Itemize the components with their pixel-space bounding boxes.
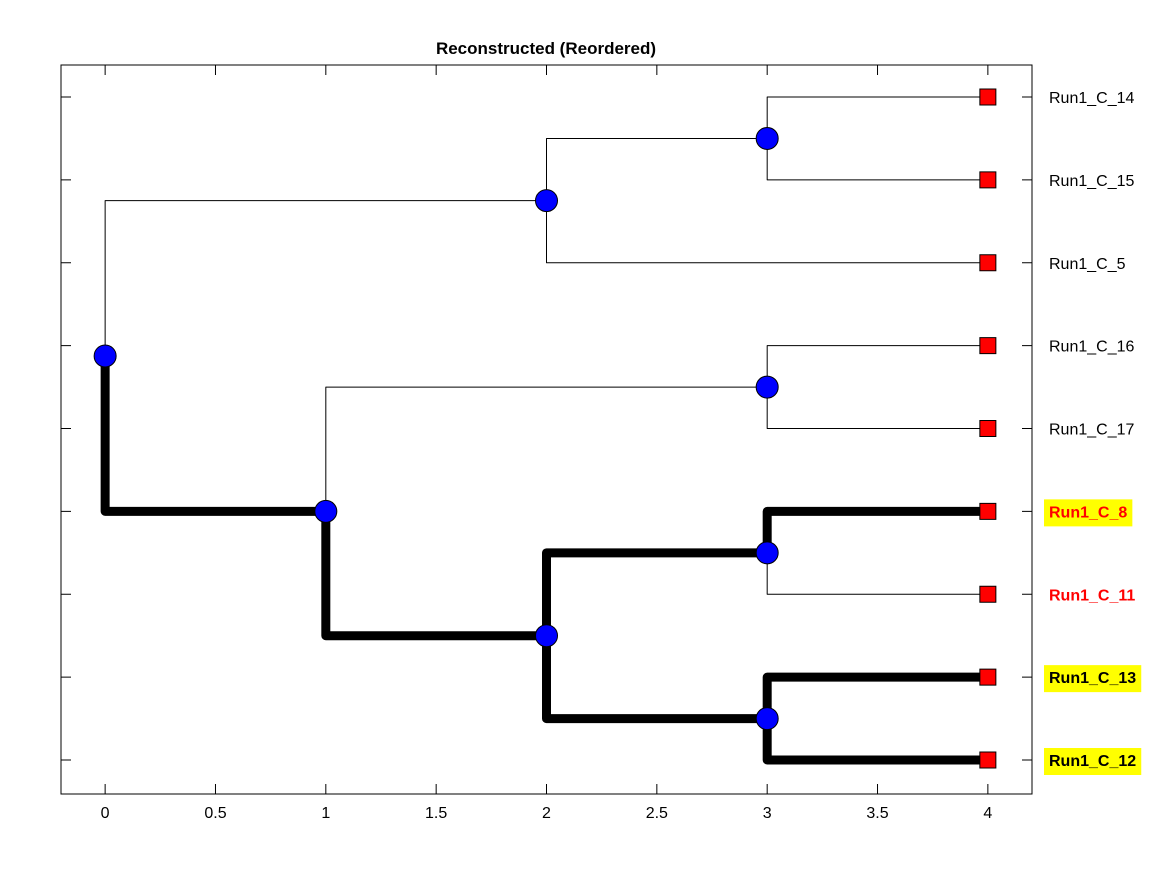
edge-c-L0: [766, 96, 988, 139]
edge-a-L2: [546, 200, 988, 264]
leaf-marker: [979, 668, 997, 686]
leaf-marker: [979, 254, 997, 272]
x-tick-label: 2: [542, 805, 551, 822]
leaf-marker: [979, 88, 997, 106]
edge-root-a: [104, 200, 547, 356]
edge-f-L6: [766, 552, 988, 595]
leaf-label: Run1_C_5: [1049, 256, 1126, 273]
edge-e-f: [542, 548, 768, 636]
edge-g-L7: [762, 672, 988, 719]
node-d: [755, 375, 779, 399]
leaf-label: Run1_C_17: [1049, 422, 1135, 439]
x-tick-label: 1.5: [425, 805, 447, 822]
leaf-label: Run1_C_8: [1049, 504, 1127, 521]
leaf-marker: [979, 585, 997, 603]
edge-g-L8: [762, 718, 988, 765]
leaf-label: Run1_C_11: [1049, 587, 1135, 604]
edge-c-L1: [766, 138, 988, 181]
leaf-marker: [979, 751, 997, 769]
label-highlight: [1044, 665, 1142, 693]
edge-d-L3: [766, 345, 988, 388]
leaf-marker: [979, 502, 997, 520]
x-tick-label: 4: [983, 805, 992, 822]
nodes-layer: [93, 126, 779, 731]
edge-a-c: [546, 137, 768, 201]
x-tick-label: 1: [321, 805, 330, 822]
chart-title: Reconstructed (Reordered): [436, 39, 656, 58]
x-tick-label: 2.5: [646, 805, 668, 822]
leaf-label: Run1_C_15: [1049, 173, 1135, 190]
node-e: [535, 624, 558, 648]
edge-d-L4: [766, 387, 988, 429]
node-c: [755, 126, 779, 150]
label-highlight: [1044, 748, 1142, 775]
x-tick-label: 3: [763, 805, 772, 822]
node-g: [755, 707, 779, 731]
label-highlight: [1044, 499, 1133, 527]
edge-b-e: [321, 511, 547, 641]
leaf-label: Run1_C_14: [1049, 90, 1135, 107]
leaf-label: Run1_C_12: [1049, 753, 1136, 770]
edges-layer: [100, 96, 988, 765]
leaves-layer: [979, 88, 997, 769]
leaf-marker: [979, 337, 997, 355]
edge-e-g: [542, 635, 768, 724]
x-tick-label: 0.5: [204, 805, 226, 822]
leaf-label: Run1_C_16: [1049, 339, 1135, 356]
leaf-label: Run1_C_13: [1049, 670, 1136, 687]
edge-root-b: [100, 355, 326, 516]
leaf-marker: [979, 171, 997, 189]
node-b: [314, 499, 338, 523]
leaf-labels-layer: Run1_C_14 Run1_C_15 Run1_C_5 Run1_C_16 Run1_…: [1044, 90, 1142, 775]
node-root: [93, 344, 117, 368]
x-tick-label: 0: [101, 805, 110, 822]
edge-b-d: [325, 386, 768, 512]
node-a: [535, 189, 558, 213]
node-f: [755, 541, 779, 565]
leaf-marker: [979, 420, 997, 437]
edge-f-L5: [762, 506, 988, 553]
x-tick-label: 3.5: [866, 805, 888, 822]
x-axis: 0 0.5 1 1.5 2 2.5 3 3.5 4: [61, 65, 1032, 822]
